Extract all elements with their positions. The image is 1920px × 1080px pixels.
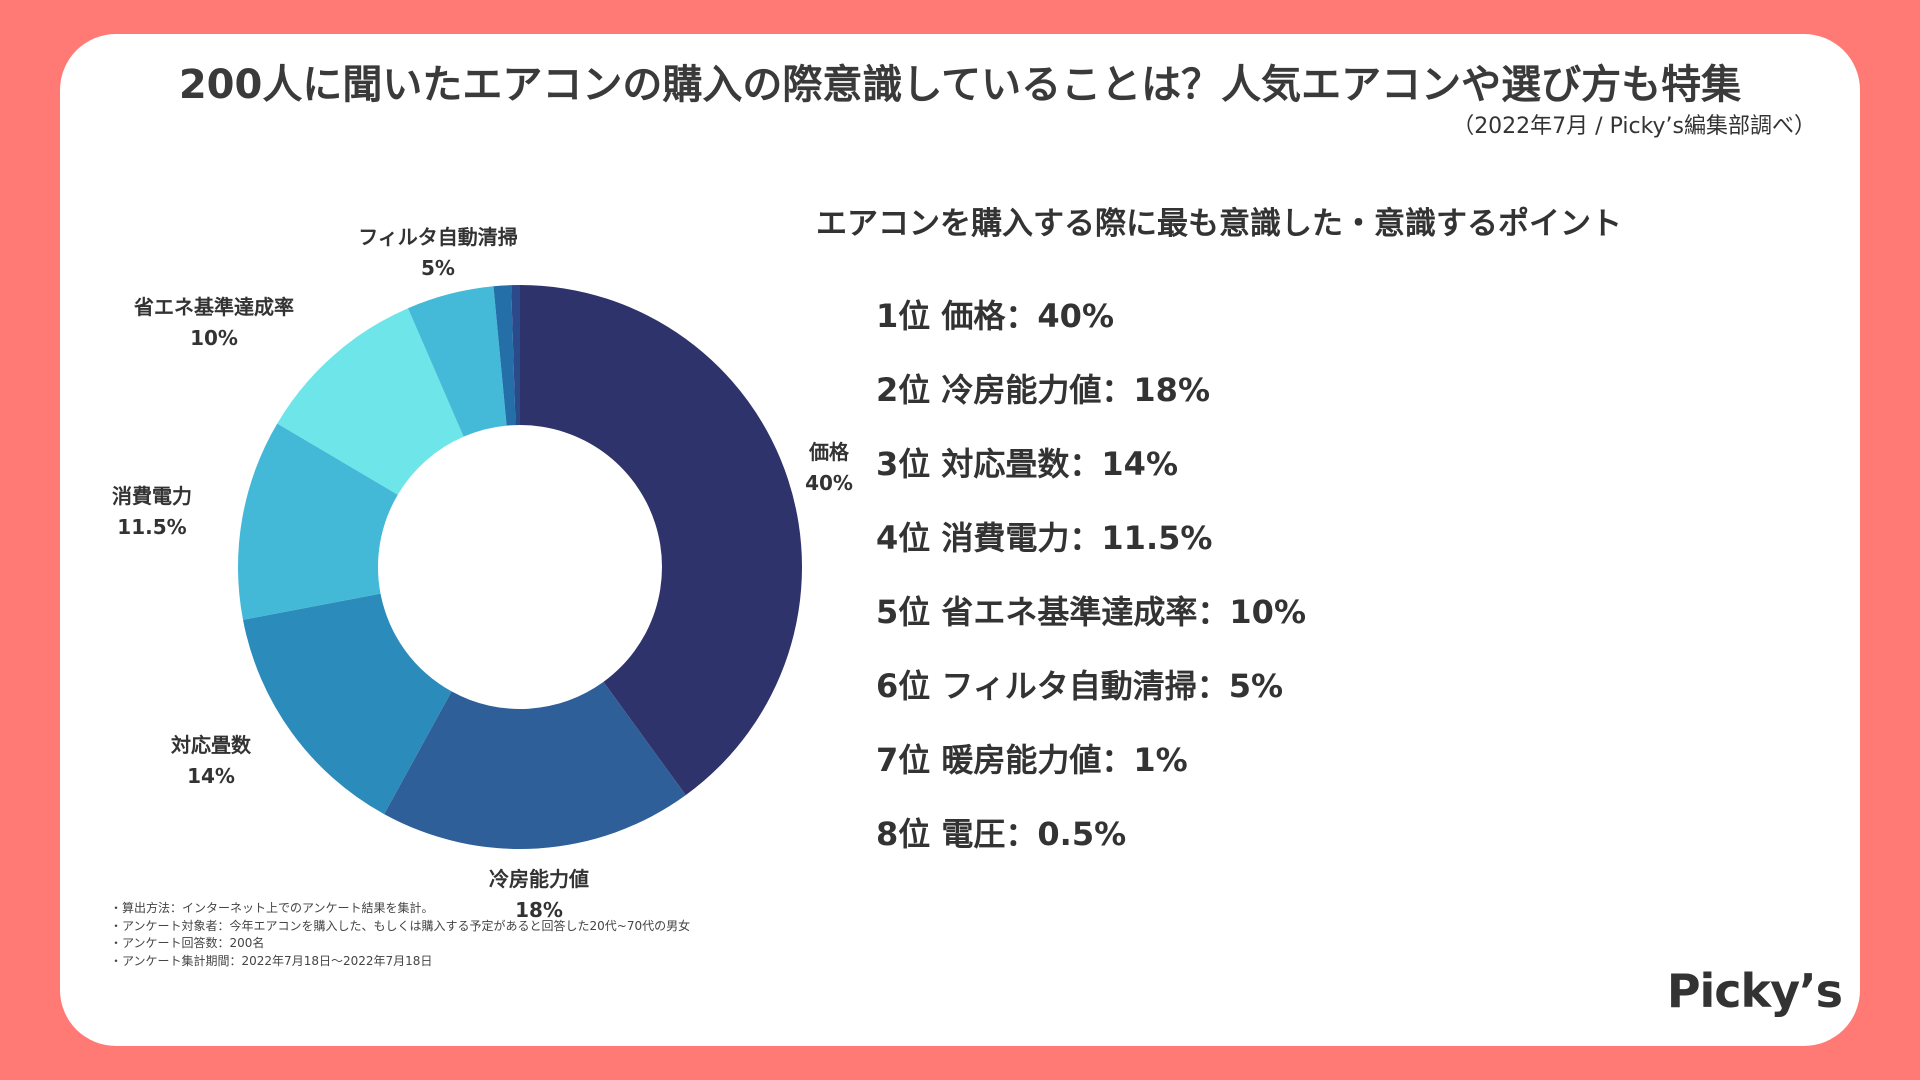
donut-slice-filter bbox=[408, 286, 507, 437]
note-line: ・アンケート対象者：今年エアコンを購入した、もしくは購入する予定があると回答した… bbox=[110, 918, 691, 933]
ranking-item: 7位 暖房能力値：1% bbox=[876, 741, 1188, 779]
page-title: 200人に聞いたエアコンの購入の際意識していることは？人気エアコンや選び方も特集 bbox=[178, 62, 1742, 108]
slice-label-filter: フィルタ自動清掃 5% bbox=[358, 225, 518, 280]
donut-slice-cooling bbox=[384, 681, 686, 849]
survey-notes: ・算出方法：インターネット上でのアンケート結果を集計。 ・アンケート対象者：今年… bbox=[110, 900, 690, 970]
ranking-item: 3位 対応畳数：14% bbox=[876, 445, 1179, 483]
donut-slice-eco bbox=[277, 308, 464, 495]
slice-label-cooling: 冷房能力値 18% bbox=[489, 867, 589, 922]
donut-slice-power bbox=[238, 423, 398, 620]
ranking-item: 5位 省エネ基準達成率：10% bbox=[876, 593, 1307, 631]
slice-label-power: 消費電力 11.5% bbox=[112, 484, 192, 539]
source-note: （2022年7月 / Picky’s編集部調べ） bbox=[1452, 114, 1816, 139]
ranking-item: 1位 価格：40% bbox=[876, 297, 1115, 335]
note-line: ・算出方法：インターネット上でのアンケート結果を集計。 bbox=[110, 901, 434, 915]
ranking-item: 8位 電圧：0.5% bbox=[876, 815, 1127, 853]
slice-label-price: 価格 40% bbox=[805, 440, 853, 495]
donut-slice-price bbox=[520, 285, 802, 796]
ranking-item: 4位 消費電力：11.5% bbox=[876, 519, 1213, 557]
note-line: ・アンケート回答数：200名 bbox=[110, 936, 265, 950]
donut-slice-tatami bbox=[242, 593, 452, 815]
brand-logo: Picky’s bbox=[1666, 964, 1843, 1018]
slice-label-eco: 省エネ基準達成率 10% bbox=[134, 295, 294, 350]
ranking-item: 2位 冷房能力値：18% bbox=[876, 371, 1211, 409]
donut-slice-voltage bbox=[511, 285, 520, 426]
note-line: ・アンケート集計期間：2022年7月18日〜2022年7月18日 bbox=[110, 953, 433, 968]
ranking-item: 6位 フィルタ自動清掃：5% bbox=[876, 667, 1284, 705]
donut-slice-heating bbox=[493, 285, 516, 426]
ranking-list: 1位 価格：40% 2位 冷房能力値：18% 3位 対応畳数：14% 4位 消費… bbox=[876, 296, 1306, 888]
slice-label-tatami: 対応畳数 14% bbox=[171, 733, 251, 788]
ranking-heading: エアコンを購入する際に最も意識した・意識するポイント bbox=[816, 206, 1622, 242]
